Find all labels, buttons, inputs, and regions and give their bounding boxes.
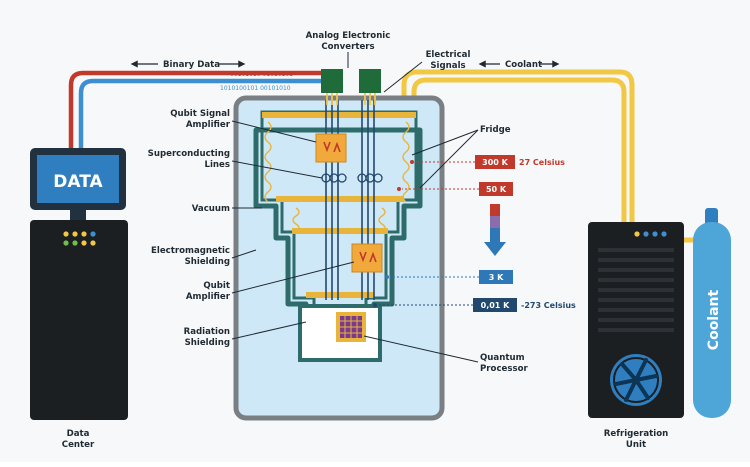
vacuum-chamber	[233, 95, 445, 421]
coolant-tank-text: Coolant	[706, 289, 722, 350]
temp-300k-value: 300 K	[482, 158, 508, 167]
fridge-label: Fridge	[480, 125, 511, 135]
temp-badge-3k	[479, 270, 513, 284]
electrical-signals-label-1: Electrical	[426, 50, 471, 60]
right-callouts: Fridge 300 K 27 Celsius 50 K 3 K 0,01 K …	[363, 125, 576, 374]
qubit-signal-amplifier	[315, 133, 347, 163]
cooling-gradient-arrow	[484, 204, 506, 256]
stage-plates	[262, 112, 416, 298]
data-center-label-1: Data	[67, 429, 90, 439]
cryostat	[233, 95, 445, 421]
binary-data-cables: 00101010 01010101 1010100101 00101010	[68, 70, 322, 150]
vacuum-label: Vacuum	[192, 204, 230, 214]
quantum-processor-label-2: Processor	[480, 364, 528, 374]
data-screen-text: DATA	[53, 172, 103, 192]
server-status-lights	[63, 231, 96, 246]
coolant-tank-body	[693, 222, 731, 418]
data-center-label-2: Center	[62, 440, 95, 450]
electrical-signals-label-2: Signals	[430, 61, 465, 71]
em-shielding-label-2: Shielding	[185, 257, 230, 267]
radiation-shielding-label-2: Shielding	[185, 338, 230, 348]
refrigeration-label-1: Refrigeration	[604, 429, 668, 439]
binary-string-blue: 1010100101 00101010	[220, 85, 291, 92]
refrigeration-lights	[634, 231, 667, 237]
binary-data-label: Binary Data	[163, 60, 220, 70]
analog-converters	[321, 69, 381, 105]
quantum-processor-label-1: Quantum	[480, 353, 525, 363]
refrigeration-label-2: Unit	[626, 440, 646, 450]
converter-right	[359, 69, 381, 93]
top-flow-labels: Binary Data Coolant Analog Electronic Co…	[130, 31, 560, 93]
coolant-pipe-outer	[401, 69, 635, 222]
temp-3k-value: 3 K	[489, 273, 504, 282]
qsa-label-2: Amplifier	[186, 120, 231, 130]
radiation-shielding-label-1: Radiation	[184, 327, 230, 337]
left-callouts: Qubit Signal Amplifier Superconducting L…	[148, 109, 355, 348]
qa-label-1: Qubit	[203, 281, 230, 291]
superconducting-lines-label-2: Lines	[205, 160, 230, 170]
electrical-leader	[383, 61, 423, 93]
analog-converters-label-2: Converters	[321, 42, 374, 52]
red-data-cable	[68, 70, 322, 150]
data-center: DATA Data Center	[30, 148, 128, 450]
fridge-coils	[264, 121, 410, 233]
data-monitor-stand	[70, 210, 86, 220]
data-center-server	[30, 220, 128, 420]
em-shielding-label-1: Electromagnetic	[151, 246, 230, 256]
temp-badge-300k	[475, 155, 515, 169]
temp-badge-50k	[479, 182, 513, 196]
blue-data-cable	[78, 78, 322, 150]
fan-icon	[610, 354, 662, 406]
quantum-processor	[336, 312, 366, 342]
analog-converters-label-1: Analog Electronic	[306, 31, 391, 41]
coolant-tank: Coolant	[693, 208, 731, 418]
data-monitor-screen	[37, 155, 119, 203]
qa-label-2: Amplifier	[186, 292, 231, 302]
refrigeration-vents	[598, 248, 674, 332]
binary-string-red: 00101010 01010101	[230, 71, 293, 78]
coolant-flow-label: Coolant	[505, 60, 542, 70]
temp-001k-note: -273 Celsius	[521, 301, 576, 310]
temp-300k-note: 27 Celsius	[519, 158, 565, 167]
coolant-tank-valve	[705, 208, 718, 226]
temp-001k-value: 0,01 K	[481, 301, 511, 310]
converter-left	[321, 69, 343, 93]
qubit-amplifier	[351, 243, 383, 273]
qsa-label-1: Qubit Signal	[170, 109, 230, 119]
refrigeration-unit: Refrigeration Unit	[588, 222, 684, 450]
superconducting-lines-label-1: Superconducting	[148, 149, 230, 159]
temp-50k-value: 50 K	[486, 185, 507, 194]
coolant-pipe-inner	[411, 77, 627, 222]
temp-badge-001k	[473, 298, 517, 312]
